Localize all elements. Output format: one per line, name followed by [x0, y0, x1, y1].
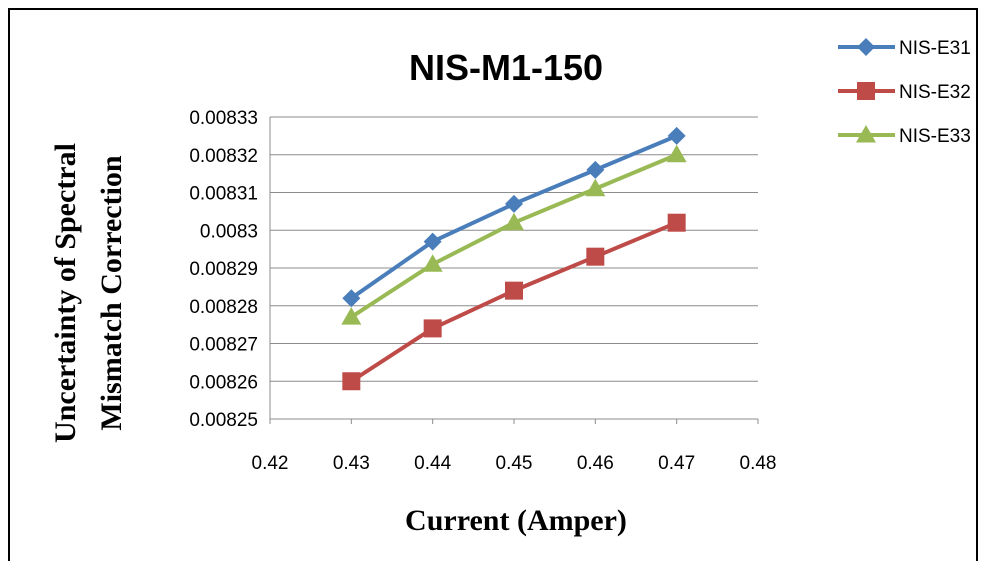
legend-marker: [857, 38, 875, 56]
data-point: [422, 254, 443, 272]
legend-entry: NIS-E31: [838, 38, 971, 59]
y-tick-label: 0.00827: [189, 335, 258, 356]
data-point: [666, 144, 687, 163]
data-point: [504, 212, 524, 231]
x-tick-label: 0.44: [414, 453, 451, 474]
y-tick-label: 0.00831: [189, 184, 258, 205]
axes: [269, 117, 759, 424]
data-point: [505, 281, 523, 300]
y-tick-label: 0.00828: [189, 297, 258, 318]
data-point: [342, 289, 361, 308]
data-point: [423, 232, 442, 251]
chart-frame: [8, 8, 978, 561]
x-tick-label: 0.47: [658, 453, 695, 474]
tick-labels: 0.00825 0.00826 0.00827 0.00828 0.00829 0.008…: [189, 108, 776, 474]
series-nis-e32: [342, 213, 686, 391]
grid-lines: [270, 116, 758, 382]
data-point: [423, 319, 442, 338]
x-tick-label: 0.42: [252, 453, 289, 474]
legend-label: NIS-E32: [899, 82, 971, 103]
legend-label: NIS-E33: [899, 126, 971, 147]
x-tick-label: 0.48: [740, 453, 777, 474]
y-tick-label: 0.00826: [189, 372, 258, 393]
y-tick-label: 0.00825: [189, 410, 258, 431]
data-point: [505, 194, 523, 213]
data-point: [667, 213, 686, 232]
series-nis-e31: [342, 126, 686, 308]
chart-title: NIS-M1-150: [409, 47, 603, 88]
y-tick-label: 0.0083: [200, 221, 258, 242]
y-axis-title-line-1: Uncertainty of Spectral: [49, 143, 82, 443]
y-axis-title-line-2: Mismatch Correction: [95, 155, 128, 431]
y-axis-title: Uncertainty of Spectral Mismatch Correct…: [49, 143, 128, 443]
series-line: [350, 220, 678, 383]
data-point: [586, 247, 605, 266]
legend-entry: NIS-E32: [838, 82, 971, 103]
x-tick-label: 0.43: [333, 453, 370, 474]
data-point: [342, 372, 361, 391]
x-axis-title: Current (Amper): [405, 504, 627, 537]
data-point: [585, 178, 606, 197]
data-point: [586, 160, 605, 179]
series-nis-e33: [341, 144, 687, 325]
data-point: [341, 307, 362, 325]
legend-entry: NIS-E33: [838, 125, 971, 147]
legend: NIS-E31 NIS-E32 NIS-E33: [838, 38, 971, 147]
data-point: [667, 126, 686, 145]
series-lines: [341, 126, 687, 391]
x-tick-label: 0.46: [577, 453, 614, 474]
legend-label: NIS-E31: [899, 38, 971, 59]
y-tick-label: 0.00829: [189, 259, 258, 280]
legend-marker: [856, 125, 876, 143]
x-tick-label: 0.45: [496, 453, 533, 474]
y-tick-label: 0.00833: [189, 108, 258, 129]
legend-marker: [857, 82, 875, 100]
y-tick-label: 0.00832: [189, 146, 258, 167]
